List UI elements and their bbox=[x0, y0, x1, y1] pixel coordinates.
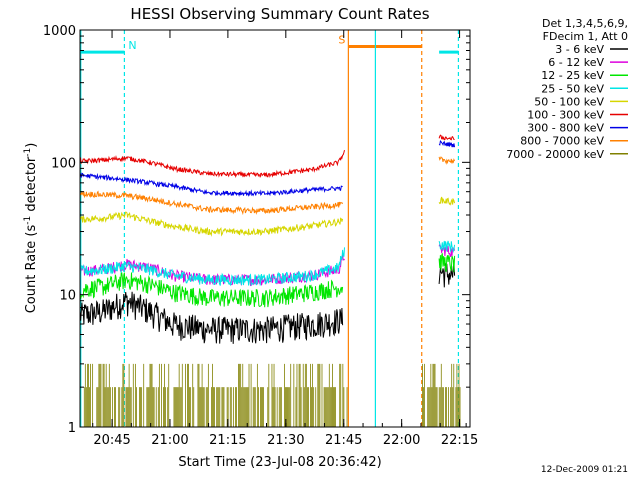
legend-label: 7000 - 20000 keV bbox=[506, 148, 604, 161]
series-line-12-25-kev bbox=[79, 272, 344, 308]
legend-label: 50 - 100 keV bbox=[534, 95, 604, 108]
x-tick-label: 21:30 bbox=[267, 433, 304, 448]
axes: 20:45 21:00 21:15 21:30 21:45 22:00 22:15 1 10 10… bbox=[43, 24, 478, 448]
series-line-300-800-kev bbox=[79, 172, 343, 197]
legend-header-line-1: Det 1,3,4,5,6,9, bbox=[542, 17, 628, 30]
legend: Det 1,3,4,5,6,9, FDecim 1, Att 0 3 - 6 k… bbox=[506, 17, 628, 161]
legend-label: 100 - 300 keV bbox=[527, 109, 604, 122]
interval-label-N: N bbox=[128, 39, 136, 52]
x-tick-label: 22:15 bbox=[441, 433, 478, 448]
legend-label: 12 - 25 keV bbox=[541, 69, 604, 82]
series-line-800-7000-kev bbox=[79, 190, 344, 216]
legend-label: 3 - 6 keV bbox=[555, 43, 604, 56]
legend-label: 6 - 12 keV bbox=[548, 56, 604, 69]
series-line-100-300-kev bbox=[79, 149, 345, 179]
series-line-25-50-kev bbox=[79, 247, 345, 287]
x-tick-label: 21:45 bbox=[325, 433, 362, 448]
y-tick-label: 10 bbox=[59, 289, 76, 304]
x-axis-label: Start Time (23-Jul-08 20:36:42) bbox=[178, 455, 381, 470]
timestamp: 12-Dec-2009 01:21 bbox=[541, 465, 628, 475]
x-tick-label: 20:45 bbox=[93, 433, 130, 448]
legend-header-line-2: FDecim 1, Att 0 bbox=[543, 30, 628, 43]
series-line-50-100-kev bbox=[79, 211, 344, 237]
legend-label: 800 - 7000 keV bbox=[520, 135, 604, 148]
series-line-3-6-kev bbox=[79, 291, 344, 344]
legend-label: 25 - 50 keV bbox=[541, 82, 604, 95]
series-line-12-25-kev-late bbox=[438, 253, 456, 273]
series-line-300-800-kev-late bbox=[438, 140, 456, 148]
series-line-25-50-kev-late bbox=[438, 240, 456, 253]
series-line-50-100-kev-late bbox=[438, 196, 456, 206]
chart-title: HESSI Observing Summary Count Rates bbox=[130, 5, 429, 23]
y-tick-label: 100 bbox=[51, 156, 76, 171]
legend-label: 300 - 800 keV bbox=[527, 122, 604, 135]
x-tick-label: 21:15 bbox=[209, 433, 246, 448]
y-tick-label: 1000 bbox=[43, 24, 76, 39]
x-tick-label: 22:00 bbox=[383, 433, 420, 448]
series-line-800-7000-kev-late bbox=[438, 156, 456, 165]
plot-frame bbox=[79, 29, 471, 428]
y-axis-label: Count Rate (s-1 detector-1) bbox=[23, 143, 39, 314]
x-tick-label: 21:00 bbox=[151, 433, 188, 448]
series-line-100-300-kev-late bbox=[438, 134, 455, 141]
interval-label-S: S bbox=[338, 34, 345, 47]
y-tick-label: 1 bbox=[68, 421, 76, 436]
